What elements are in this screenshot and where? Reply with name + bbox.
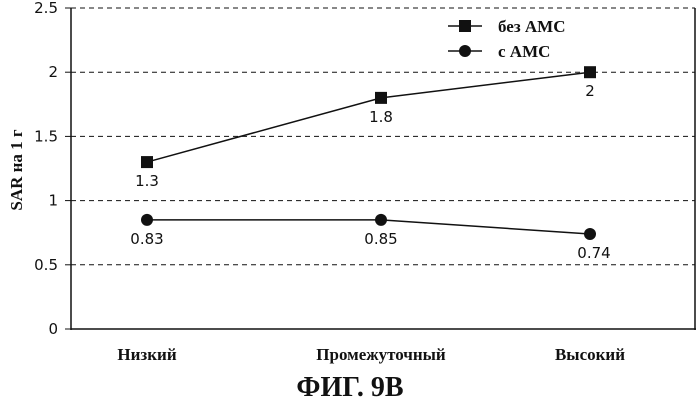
legend: без AMC с AMC — [448, 17, 566, 61]
y-tick-label: 2 — [48, 63, 58, 81]
data-point-circle — [375, 214, 387, 226]
data-label: 0.83 — [130, 230, 163, 248]
data-point-square — [375, 92, 387, 104]
data-label: 2 — [585, 82, 595, 100]
series-group: 1.3 1.8 2 0.83 0.85 0.74 — [130, 66, 610, 262]
y-tick-label: 1.5 — [34, 127, 58, 145]
y-axis-label: SAR на 1 г — [7, 129, 26, 211]
data-label: 0.85 — [364, 230, 397, 248]
data-label: 0.74 — [577, 244, 610, 262]
line-chart: 00.511.522.5 НизкийПромежуточныйВысокий … — [0, 0, 700, 372]
y-tick-labels: 0 0.5 1 1.5 2 2.5 — [34, 0, 71, 338]
y-tick-label: 0.5 — [34, 256, 58, 274]
data-label: 1.8 — [369, 108, 393, 126]
data-point-square — [141, 156, 153, 168]
data-label: 1.3 — [135, 172, 159, 190]
legend-marker-circle — [459, 45, 471, 57]
data-point-circle — [141, 214, 153, 226]
figure-caption: ФИГ. 9В — [0, 372, 700, 404]
legend-label: без AMC — [498, 17, 566, 36]
legend-label: с AMC — [498, 42, 550, 61]
y-tick-label: 2.5 — [34, 0, 58, 17]
grid-lines — [71, 8, 695, 265]
legend-marker-square — [459, 20, 471, 32]
x-category-labels: Низкий Промежуточный Высокий — [117, 345, 625, 364]
x-category-label: Высокий — [555, 345, 625, 364]
data-point-square — [584, 66, 596, 78]
x-category-label: Промежуточный — [316, 345, 446, 364]
y-tick-label: 0 — [48, 320, 58, 338]
data-point-circle — [584, 228, 596, 240]
x-category-label: Низкий — [117, 345, 176, 364]
y-tick-label: 1 — [48, 192, 58, 210]
